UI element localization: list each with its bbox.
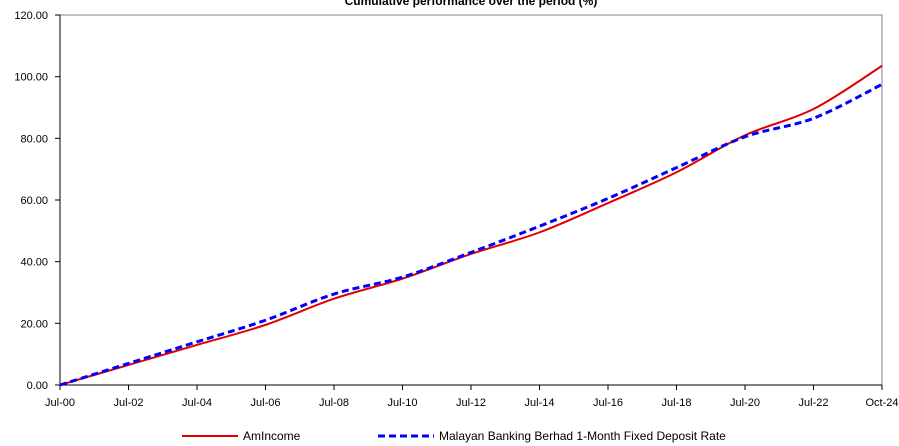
x-tick-label: Jul-06 — [251, 397, 281, 409]
series-layer — [59, 65, 883, 387]
x-tick-label: Jul-00 — [45, 397, 75, 409]
x-tick-label: Jul-14 — [525, 397, 555, 409]
series-line-maybank-fd-rate — [59, 83, 883, 387]
legend-label: Malayan Banking Berhad 1-Month Fixed Dep… — [439, 429, 726, 443]
x-tick-label: Jul-04 — [182, 397, 212, 409]
y-tick-label: 0.00 — [27, 380, 48, 392]
y-tick-label: 120.00 — [14, 10, 48, 22]
x-tick-label: Jul-16 — [593, 397, 623, 409]
x-tick-label: Jul-08 — [319, 397, 349, 409]
legend: AmIncome Malayan Banking Berhad 1-Month F… — [182, 429, 726, 443]
plot-area — [59, 14, 883, 386]
x-tick-label: Jul-22 — [799, 397, 829, 409]
y-tick-label: 40.00 — [20, 257, 48, 269]
x-tick-label: Jul-18 — [662, 397, 692, 409]
x-tick-label: Jul-12 — [456, 397, 486, 409]
x-tick-label: Jul-02 — [114, 397, 144, 409]
x-tick-label: Jul-20 — [730, 397, 760, 409]
x-tick-label: Jul-10 — [388, 397, 418, 409]
y-ticks: 0.00 20.00 40.00 60.00 80.00 100.00 120.00 — [14, 10, 60, 392]
series-line-amincome — [59, 65, 883, 386]
x-tick-label: Oct-24 — [865, 397, 898, 409]
y-tick-label: 80.00 — [20, 133, 48, 145]
x-ticks: Jul-00 Jul-02 Jul-04 Jul-06 Jul-08 Jul-10 Jul-… — [45, 385, 899, 409]
legend-label: AmIncome — [243, 429, 301, 443]
y-tick-label: 100.00 — [14, 72, 48, 84]
chart-title: Cumulative performance over the period (… — [345, 0, 598, 8]
y-tick-label: 20.00 — [20, 318, 48, 330]
y-tick-label: 60.00 — [20, 195, 48, 207]
